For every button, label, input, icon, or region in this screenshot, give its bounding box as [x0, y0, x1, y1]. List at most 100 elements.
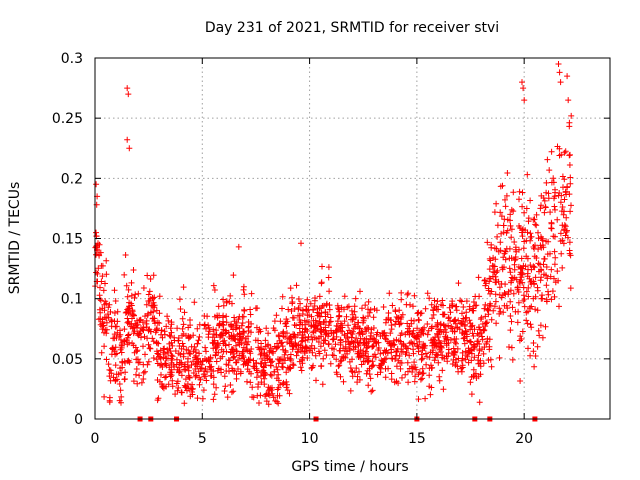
- data-point: [216, 321, 223, 328]
- data-point: [252, 337, 259, 344]
- data-point: [219, 353, 226, 360]
- y-tick-label: 0.2: [61, 171, 83, 187]
- data-point: [348, 368, 355, 375]
- data-point: [190, 358, 197, 365]
- data-point: [481, 305, 488, 312]
- data-point-outlier: [298, 240, 304, 247]
- data-point: [485, 285, 492, 292]
- data-point: [341, 293, 348, 300]
- data-point: [516, 196, 522, 203]
- data-point: [179, 325, 186, 332]
- data-point: [357, 329, 363, 336]
- data-point: [189, 381, 196, 388]
- data-point: [326, 306, 333, 313]
- data-point: [295, 346, 302, 353]
- data-point: [403, 349, 410, 356]
- data-point: [144, 312, 151, 319]
- data-point: [254, 392, 261, 399]
- data-point: [547, 273, 554, 280]
- data-point: [168, 360, 175, 366]
- data-point: [337, 373, 344, 380]
- data-point: [208, 363, 215, 370]
- data-point: [210, 381, 217, 388]
- data-point: [566, 162, 573, 168]
- data-point: [218, 369, 225, 376]
- data-point: [116, 381, 123, 387]
- data-point: [388, 376, 395, 383]
- data-point: [167, 333, 174, 340]
- data-point: [521, 303, 528, 310]
- data-point: [507, 298, 514, 305]
- data-point: [247, 379, 254, 386]
- data-point: [111, 310, 118, 316]
- data-point: [140, 343, 146, 350]
- data-point: [325, 274, 332, 281]
- data-point: [314, 312, 321, 319]
- data-point: [111, 287, 118, 294]
- data-point: [254, 369, 261, 376]
- data-point: [313, 335, 320, 342]
- data-point: [146, 345, 153, 352]
- data-point: [507, 313, 514, 319]
- data-point: [235, 316, 242, 323]
- data-point: [417, 376, 424, 383]
- data-point: [325, 264, 332, 271]
- data-point: [140, 285, 147, 291]
- data-point: [113, 350, 120, 357]
- data-point: [143, 317, 150, 324]
- data-point-outlier: [93, 181, 100, 188]
- data-point: [191, 343, 198, 350]
- data-point: [235, 366, 241, 372]
- data-point: [380, 304, 387, 310]
- data-point: [231, 353, 237, 360]
- data-point: [174, 387, 181, 394]
- data-point: [360, 314, 367, 321]
- data-point: [554, 268, 561, 275]
- data-point: [243, 346, 250, 353]
- data-point: [538, 192, 545, 199]
- data-point: [181, 309, 188, 316]
- data-point: [482, 282, 489, 289]
- data-point: [405, 368, 411, 375]
- data-point: [213, 384, 220, 391]
- data-point: [406, 331, 413, 338]
- data-point: [388, 326, 395, 333]
- data-point-outlier: [555, 61, 562, 67]
- data-point: [497, 209, 504, 216]
- data-point: [227, 382, 234, 388]
- data-point: [154, 319, 161, 326]
- data-point: [516, 188, 523, 195]
- data-point: [365, 343, 372, 349]
- data-point: [117, 336, 124, 343]
- data-point: [99, 262, 106, 269]
- data-point: [253, 360, 259, 367]
- data-point: [484, 335, 491, 342]
- data-point: [530, 263, 537, 270]
- data-point: [411, 378, 418, 385]
- data-point: [491, 269, 498, 276]
- data-point: [428, 325, 435, 332]
- data-point: [143, 301, 150, 308]
- data-point: [420, 370, 427, 377]
- data-point: [517, 277, 524, 283]
- data-point: [188, 362, 195, 368]
- data-point: [150, 338, 157, 345]
- data-point: [548, 219, 555, 226]
- data-point: [317, 343, 324, 350]
- data-point: [497, 239, 504, 246]
- data-point: [183, 383, 189, 390]
- data-point: [468, 374, 475, 380]
- data-point: [240, 328, 247, 335]
- data-point: [210, 326, 217, 333]
- data-point: [165, 355, 171, 362]
- data-point: [494, 222, 501, 229]
- data-point: [146, 288, 153, 295]
- data-point: [508, 318, 515, 325]
- data-point: [244, 378, 250, 385]
- data-point: [470, 342, 477, 349]
- data-point: [289, 300, 296, 307]
- data-point: [135, 332, 142, 339]
- data-point: [435, 359, 442, 366]
- data-point: [262, 357, 268, 364]
